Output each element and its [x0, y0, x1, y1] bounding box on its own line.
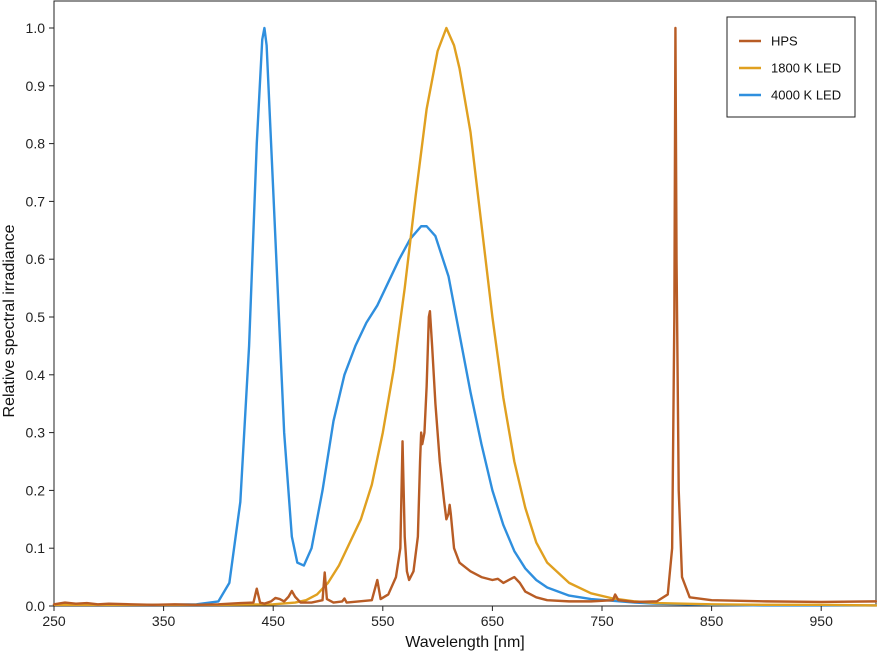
- y-axis-title: Relative spectral irradiance: [1, 224, 18, 417]
- legend-label: 4000 K LED: [771, 88, 841, 103]
- series-line-4000-k-led: [52, 26, 877, 607]
- x-tick-label: 750: [590, 613, 614, 629]
- plot-border: [53, 0, 877, 607]
- x-axis-title: Wavelength [nm]: [405, 634, 524, 651]
- y-tick-label: 0.9: [26, 78, 46, 94]
- legend-label: 1800 K LED: [771, 61, 841, 76]
- legend-label: HPS: [771, 34, 798, 49]
- y-tick-label: 0.2: [26, 482, 46, 498]
- x-tick-label: 350: [152, 613, 176, 629]
- y-axis: 0.0 0.1 0.2 0.3 0.4 0.5 0.6 0.7 0.8 0.9 1.0: [26, 20, 54, 614]
- y-tick-label: 0.7: [26, 193, 46, 209]
- x-tick-label: 950: [810, 613, 834, 629]
- y-tick-label: 0.8: [26, 136, 46, 152]
- x-tick-label: 250: [42, 613, 66, 629]
- y-tick-label: 0.5: [26, 309, 46, 325]
- series-line-1800-k-led: [52, 26, 877, 607]
- series-line-hps: [52, 26, 877, 607]
- y-tick-label: 0.0: [26, 598, 46, 614]
- series-layer: [52, 26, 877, 607]
- x-tick-label: 550: [371, 613, 395, 629]
- x-tick-label: 450: [262, 613, 286, 629]
- x-axis: 250 350 450 550 650 750 850 950: [42, 606, 833, 629]
- y-tick-label: 0.6: [26, 251, 46, 267]
- legend: HPS 1800 K LED 4000 K LED: [726, 16, 856, 118]
- y-tick-label: 1.0: [26, 20, 46, 36]
- plot-frame: [53, 0, 877, 607]
- x-tick-label: 850: [700, 613, 724, 629]
- y-tick-label: 0.3: [26, 425, 46, 441]
- x-tick-label: 650: [481, 613, 505, 629]
- y-tick-label: 0.1: [26, 540, 46, 556]
- y-tick-label: 0.4: [26, 367, 46, 383]
